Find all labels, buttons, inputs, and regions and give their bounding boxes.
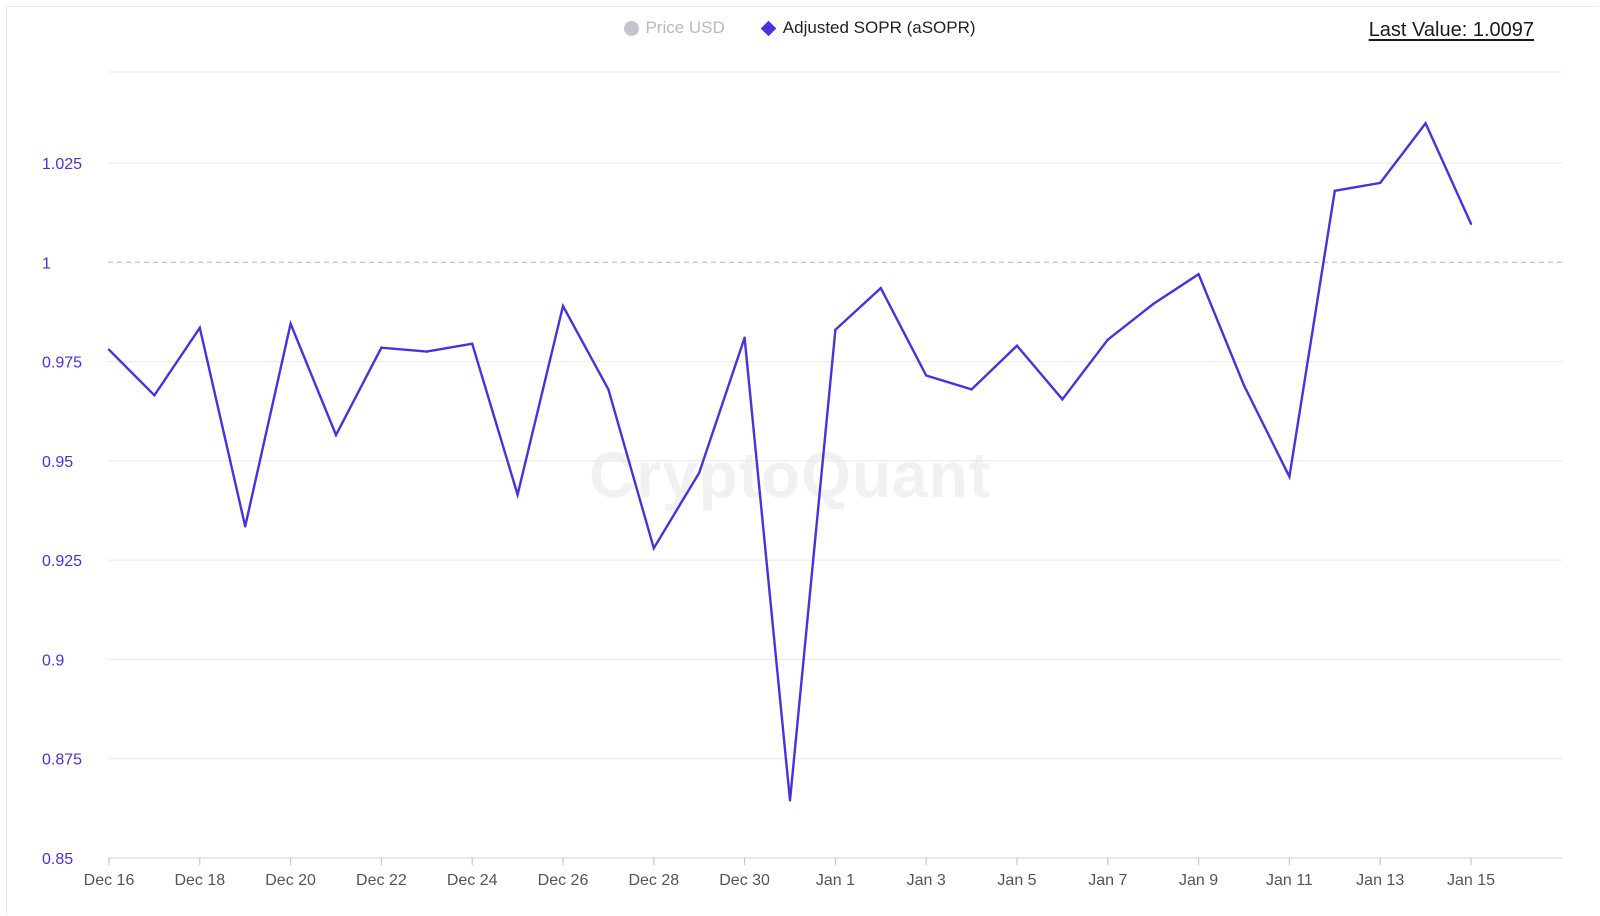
x-tick-label: Dec 24 [447, 872, 498, 889]
data-point[interactable] [1379, 181, 1382, 185]
data-point[interactable] [425, 350, 428, 353]
data-point[interactable] [289, 322, 292, 326]
y-tick-label: 0.975 [42, 355, 82, 372]
x-tick-label: Jan 11 [1266, 872, 1313, 889]
data-point[interactable] [244, 525, 247, 528]
data-point[interactable] [561, 304, 565, 308]
y-tick-label: 0.95 [42, 454, 73, 471]
data-point[interactable] [879, 286, 882, 290]
data-point[interactable] [788, 799, 792, 802]
watermark-text: CryptoQuant [589, 439, 991, 511]
x-axis: Dec 16 Dec 18 Dec 20 Dec 22 Dec 24 Dec 26 Dec … [84, 857, 1562, 889]
x-tick-label: Dec 22 [356, 872, 407, 889]
data-point[interactable] [607, 388, 610, 391]
grid [108, 71, 1562, 760]
x-tick-label: Dec 20 [265, 872, 316, 889]
legend: Price USD Adjusted SOPR (aSOPR) [0, 18, 1600, 38]
data-point[interactable] [471, 342, 474, 345]
x-tick-label: Jan 15 [1447, 872, 1495, 889]
data-point[interactable] [1152, 302, 1155, 306]
data-point[interactable] [743, 336, 746, 339]
data-point[interactable] [834, 328, 837, 331]
x-tick-label: Jan 3 [907, 872, 946, 889]
chart-frame [6, 6, 1599, 915]
circle-icon [624, 20, 640, 36]
x-tick-label: Jan 13 [1356, 872, 1404, 889]
x-tick-label: Dec 30 [719, 872, 770, 889]
y-tick-label: 0.925 [42, 553, 82, 570]
x-tick-label: Dec 18 [174, 872, 225, 889]
data-point[interactable] [380, 346, 383, 349]
legend-label-price-usd: Price USD [645, 18, 725, 37]
y-tick-label: 1 [42, 255, 51, 272]
data-point[interactable] [198, 326, 201, 330]
x-tick-label: Dec 16 [84, 872, 135, 889]
data-point[interactable] [1288, 475, 1291, 478]
y-tick-label: 0.85 [42, 851, 73, 868]
x-tick-label: Dec 28 [628, 872, 679, 889]
data-point[interactable] [1242, 384, 1246, 387]
x-tick-label: Jan 1 [816, 872, 855, 889]
data-point[interactable] [1469, 222, 1473, 225]
data-point[interactable] [1197, 273, 1200, 276]
data-point[interactable] [1015, 344, 1019, 347]
data-point[interactable] [516, 493, 519, 496]
legend-item-asopr[interactable]: Adjusted SOPR (aSOPR) [760, 18, 976, 38]
y-axis: 0.85 0.875 0.9 0.925 0.95 0.975 1 1.025 [42, 156, 82, 868]
legend-label-asopr: Adjusted SOPR (aSOPR) [782, 18, 976, 37]
x-tick-label: Dec 26 [538, 872, 589, 889]
data-point[interactable] [698, 471, 701, 474]
data-point[interactable] [107, 348, 111, 351]
last-value-label[interactable]: Last Value: 1.0097 [1368, 19, 1534, 41]
data-point[interactable] [1106, 338, 1110, 341]
data-point[interactable] [652, 547, 655, 550]
y-tick-label: 0.875 [42, 752, 82, 769]
data-point[interactable] [153, 394, 156, 397]
series-layer [107, 120, 1473, 802]
y-tick-label: 1.025 [42, 156, 82, 173]
y-tick-label: 0.9 [42, 652, 64, 669]
data-point[interactable] [334, 433, 338, 437]
data-point[interactable] [1333, 189, 1337, 192]
legend-item-price-usd[interactable]: Price USD [624, 18, 725, 38]
x-tick-label: Jan 7 [1088, 872, 1127, 889]
x-tick-label: Jan 5 [997, 872, 1036, 889]
data-point[interactable] [970, 388, 973, 391]
data-point[interactable] [1061, 398, 1064, 401]
x-tick-label: Jan 9 [1179, 872, 1218, 889]
data-point[interactable] [925, 374, 928, 377]
data-point[interactable] [1424, 122, 1427, 125]
